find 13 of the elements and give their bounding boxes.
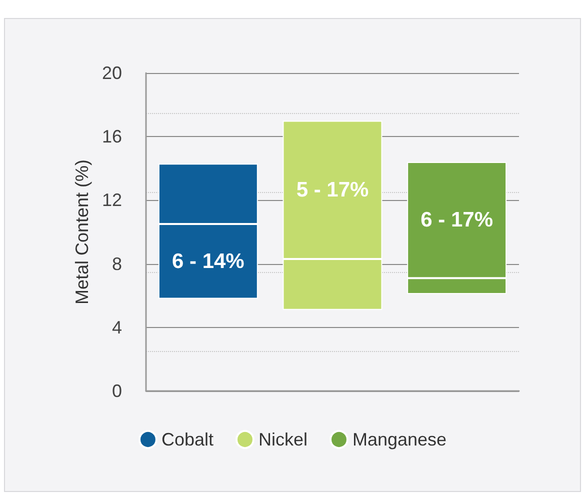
annotation: 6 - 14%: [172, 250, 245, 273]
y-tick-label: 4: [112, 317, 122, 338]
annotation: 5 - 17%: [296, 178, 370, 202]
y-tick-label: 8: [112, 254, 122, 274]
legend-label: Cobalt: [161, 430, 214, 450]
y-tick-label: 12: [102, 190, 122, 210]
y-axis-title: Metal Content (%): [72, 159, 92, 305]
y-tick-label: 20: [102, 63, 122, 83]
annotation: 6 - 17%: [420, 208, 494, 232]
legend-label: Manganese: [352, 430, 447, 450]
y-tick-label: 0: [112, 381, 122, 401]
y-tick-label: 16: [102, 126, 122, 147]
legend-label: Nickel: [258, 430, 308, 450]
